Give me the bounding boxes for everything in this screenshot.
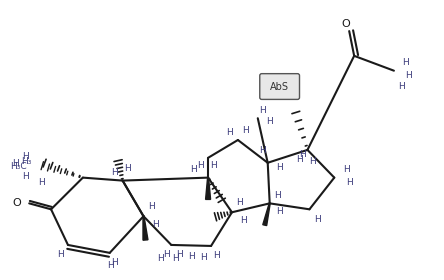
Text: H: H <box>276 163 283 172</box>
Text: H: H <box>309 157 316 166</box>
Text: H: H <box>157 254 164 263</box>
Text: H: H <box>163 250 170 259</box>
Text: H: H <box>274 191 281 200</box>
Text: H: H <box>107 261 114 270</box>
Text: H: H <box>314 215 321 224</box>
Text: H: H <box>22 172 28 181</box>
Text: H₃: H₃ <box>21 157 31 166</box>
Text: H: H <box>38 178 44 187</box>
Text: H: H <box>12 159 19 168</box>
Text: H: H <box>176 250 182 259</box>
Text: H: H <box>200 253 206 262</box>
Text: H: H <box>237 198 243 207</box>
Text: H: H <box>152 220 159 229</box>
Text: H: H <box>197 161 203 170</box>
Text: H: H <box>22 152 28 161</box>
Text: H: H <box>343 165 349 174</box>
Text: H: H <box>213 251 219 260</box>
Text: H: H <box>299 150 306 159</box>
Text: H: H <box>172 254 178 263</box>
Text: H: H <box>111 258 118 267</box>
Text: H: H <box>405 71 412 80</box>
Text: H: H <box>259 106 266 115</box>
Text: H: H <box>124 164 131 173</box>
FancyBboxPatch shape <box>260 74 300 99</box>
Text: H: H <box>111 168 118 177</box>
Polygon shape <box>263 203 270 226</box>
Text: H: H <box>296 155 303 164</box>
Text: H: H <box>276 207 283 216</box>
Text: H: H <box>346 178 353 187</box>
Text: H: H <box>242 126 249 135</box>
Text: H₃C: H₃C <box>11 162 27 171</box>
Text: H: H <box>190 165 197 174</box>
Text: H: H <box>226 128 234 137</box>
Text: H: H <box>266 117 273 126</box>
Text: AbS: AbS <box>270 81 289 92</box>
Text: H: H <box>210 161 216 170</box>
Text: H: H <box>399 82 405 91</box>
Polygon shape <box>143 216 148 240</box>
Text: H: H <box>188 252 194 261</box>
Text: H: H <box>241 216 247 225</box>
Text: H: H <box>259 146 266 155</box>
Text: O: O <box>342 19 351 29</box>
Text: H: H <box>148 202 155 211</box>
Polygon shape <box>206 178 210 199</box>
Text: O: O <box>12 198 21 208</box>
Text: H: H <box>402 58 409 67</box>
Text: H: H <box>57 250 63 259</box>
